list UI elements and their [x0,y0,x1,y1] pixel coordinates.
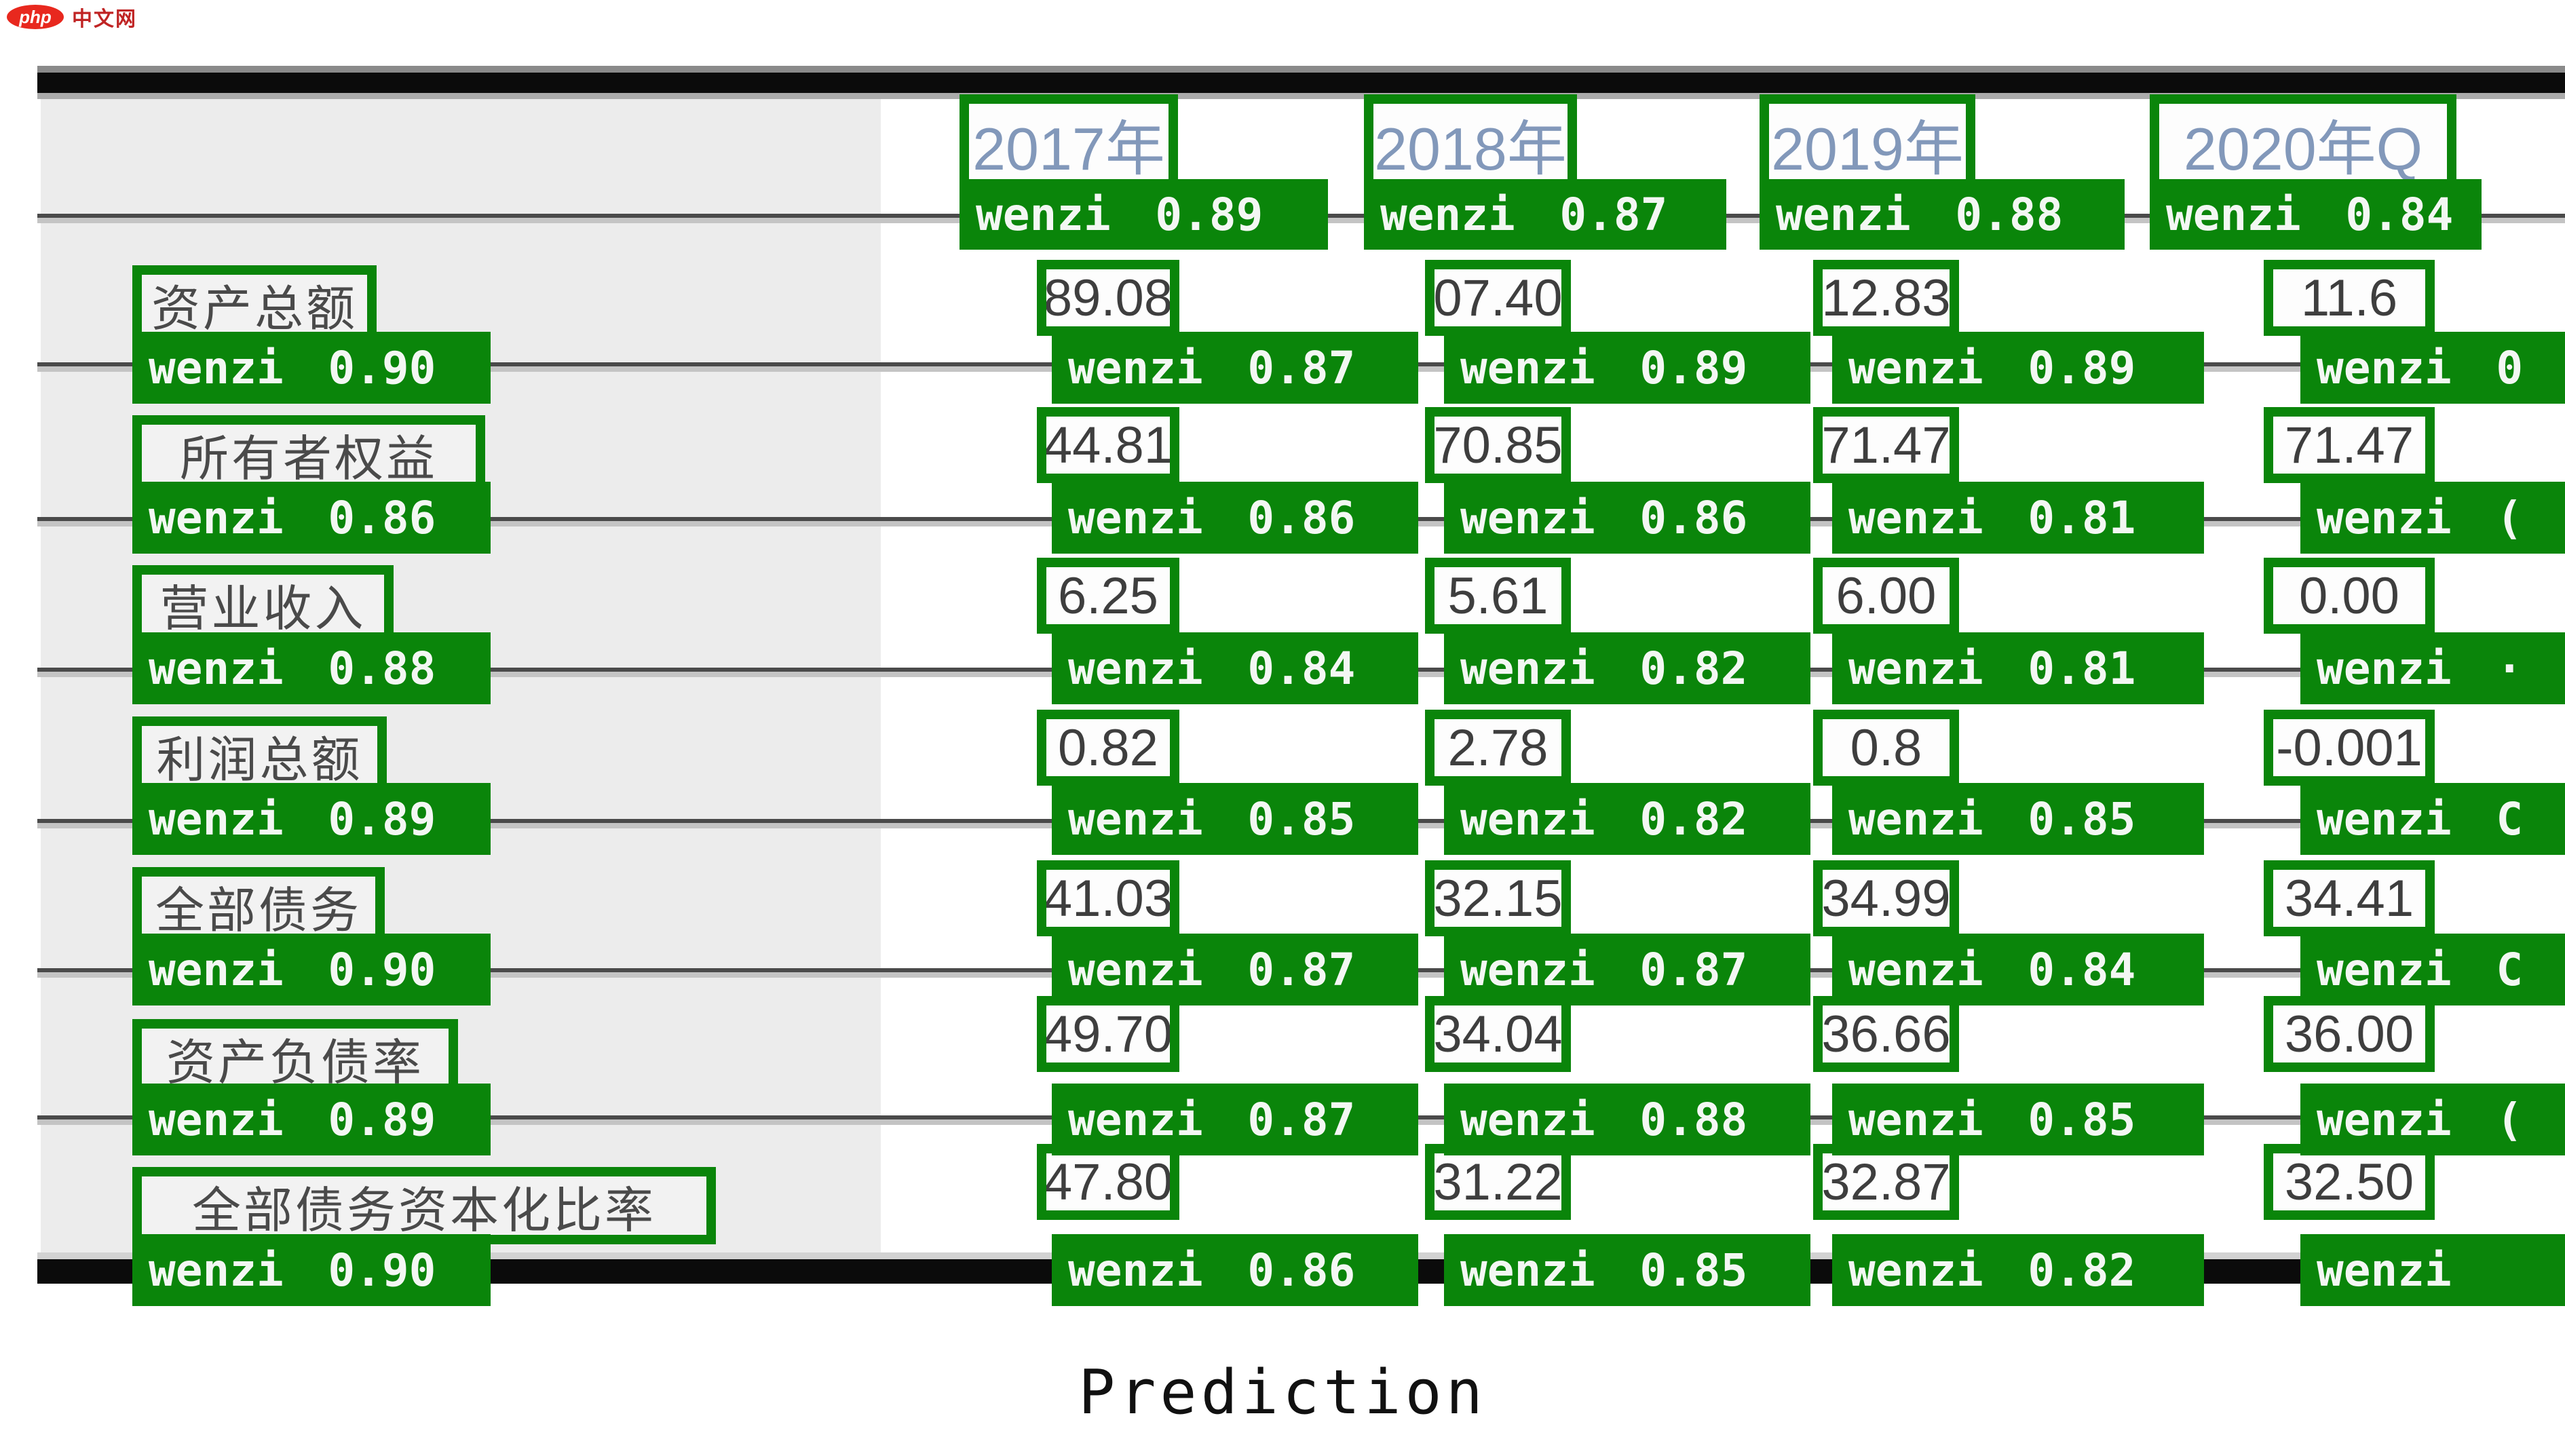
row-label-cell: 全部债务资本化比率 [132,1167,716,1244]
detection-confidence-label: wenzi 0.86 [1052,1234,1418,1306]
value-cell: 36.00 [2264,996,2435,1072]
detection-confidence-label: wenzi ( [2300,1084,2565,1155]
detection-confidence-label: wenzi 0.89 [132,1084,491,1155]
detection-confidence-label: wenzi 0.82 [1832,1234,2204,1306]
row-label-cell: 所有者权益 [132,415,485,493]
value-cell: 49.70 [1037,996,1179,1072]
detection-confidence-label: wenzi 0.90 [132,934,491,1005]
value-cell: 0.82 [1037,710,1179,786]
detection-confidence-label: wenzi C [2300,783,2565,855]
detection-confidence-label: wenzi 0.81 [1832,632,2204,704]
value-cell: 11.6 [2264,260,2435,336]
detection-confidence-label: wenzi 0.89 [132,783,491,855]
row-label-cell: 资产总额 [132,265,377,343]
value-cell: 12.83 [1813,260,1959,336]
detection-confidence-label: wenzi 0.89 [960,179,1328,250]
detection-confidence-label: wenzi [2300,1234,2565,1306]
detection-confidence-label: wenzi 0.86 [132,482,491,554]
value-cell: 89.08 [1037,260,1179,336]
detection-confidence-label: wenzi 0.85 [1832,783,2204,855]
detection-confidence-label: wenzi 0.82 [1444,783,1810,855]
value-cell: 32.15 [1425,860,1571,936]
value-cell: 6.00 [1813,558,1959,634]
value-cell: 07.40 [1425,260,1571,336]
detection-confidence-label: wenzi 0.88 [1444,1084,1810,1155]
detection-confidence-label: wenzi 0.90 [132,332,491,404]
table-top-rule [37,73,2565,93]
php-logo-icon: php [7,5,64,29]
detection-confidence-label: wenzi ( [2300,482,2565,554]
value-cell: 32.87 [1813,1144,1959,1220]
detection-confidence-label: wenzi 0.85 [1444,1234,1810,1306]
year-header-cell: 2017年 [960,94,1178,193]
detection-confidence-label: wenzi 0.88 [1760,179,2125,250]
value-cell: 71.47 [1813,407,1959,483]
detection-confidence-label: wenzi 0.85 [1052,783,1418,855]
value-cell: 0.00 [2264,558,2435,634]
detection-confidence-label: wenzi 0.87 [1444,934,1810,1005]
value-cell: 31.22 [1425,1144,1571,1220]
row-label-cell: 利润总额 [132,716,387,794]
detection-confidence-label: wenzi 0.84 [1052,632,1418,704]
value-cell: 36.66 [1813,996,1959,1072]
detection-confidence-label: wenzi 0.90 [132,1234,491,1306]
detection-confidence-label: wenzi 0.88 [132,632,491,704]
site-watermark: php 中文网 [7,3,137,31]
value-cell: 34.99 [1813,860,1959,936]
detection-confidence-label: wenzi 0.89 [1832,332,2204,404]
detection-confidence-label: wenzi 0.84 [2150,179,2482,250]
value-cell: 5.61 [1425,558,1571,634]
detection-confidence-label: wenzi · [2300,632,2565,704]
detection-confidence-label: wenzi 0.86 [1052,482,1418,554]
detection-confidence-label: wenzi 0.89 [1444,332,1810,404]
figure-caption: Prediction [1078,1357,1487,1428]
value-cell: 71.47 [2264,407,2435,483]
value-cell: 32.50 [2264,1144,2435,1220]
row-label-cell: 营业收入 [132,565,394,643]
detection-confidence-label: wenzi 0.85 [1832,1084,2204,1155]
value-cell: 41.03 [1037,860,1179,936]
value-cell: 70.85 [1425,407,1571,483]
value-cell: 6.25 [1037,558,1179,634]
detection-confidence-label: wenzi 0.82 [1444,632,1810,704]
detection-confidence-label: wenzi 0.87 [1052,934,1418,1005]
value-cell: 34.41 [2264,860,2435,936]
value-cell: 2.78 [1425,710,1571,786]
value-cell: -0.001 [2264,710,2435,786]
detection-confidence-label: wenzi 0.86 [1444,482,1810,554]
detection-confidence-label: wenzi 0.81 [1832,482,2204,554]
detection-confidence-label: wenzi 0.84 [1832,934,2204,1005]
site-name: 中文网 [72,8,137,31]
table-top-rule-inner [37,93,2565,99]
year-header-cell: 2019年 [1760,94,1975,193]
value-cell: 44.81 [1037,407,1179,483]
detection-confidence-label: wenzi 0.87 [1052,1084,1418,1155]
table-top-rule-shadow [37,66,2565,73]
detection-confidence-label: wenzi 0 [2300,332,2565,404]
year-header-cell: 2020年Q [2150,94,2456,193]
value-cell: 34.04 [1425,996,1571,1072]
value-cell: 0.8 [1813,710,1959,786]
detection-confidence-label: wenzi C [2300,934,2565,1005]
detection-confidence-label: wenzi 0.87 [1364,179,1726,250]
row-label-cell: 全部债务 [132,867,385,944]
detection-confidence-label: wenzi 0.87 [1052,332,1418,404]
